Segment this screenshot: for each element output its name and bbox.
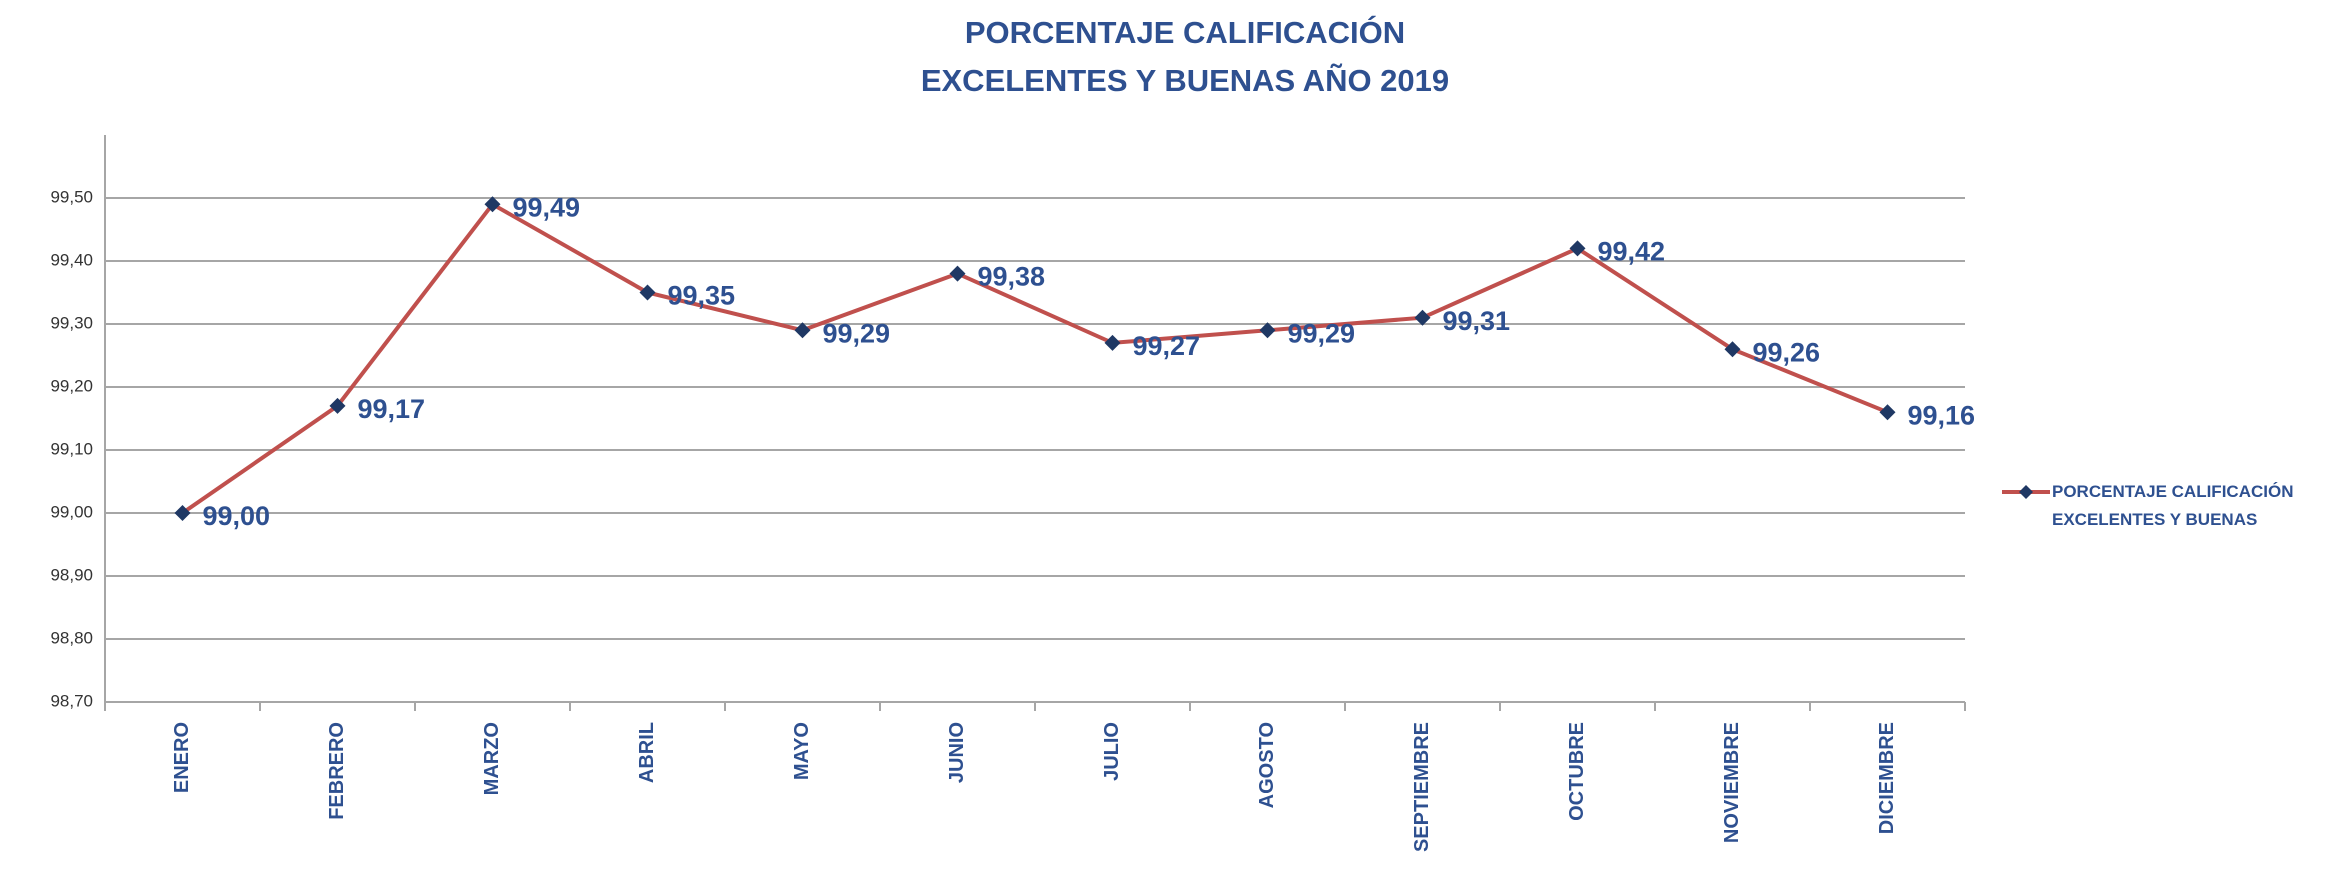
- x-tick-label: JUNIO: [946, 722, 968, 783]
- legend-symbol: [2002, 485, 2050, 499]
- data-label: 99,27: [1133, 331, 1201, 361]
- x-tick-label: MARZO: [481, 722, 503, 795]
- data-label: 99,17: [358, 394, 426, 424]
- data-label: 99,35: [668, 281, 736, 311]
- y-tick-label: 98,80: [50, 628, 93, 647]
- y-tick-label: 99,10: [50, 439, 93, 458]
- data-label: 99,00: [203, 501, 271, 531]
- x-tick-label: SEPTIEMBRE: [1411, 722, 1433, 852]
- point-marker: [329, 397, 346, 414]
- y-tick-label: 99,30: [50, 313, 93, 332]
- y-tick-label: 99,40: [50, 250, 93, 269]
- data-label: 99,26: [1753, 337, 1821, 367]
- y-tick-label: 98,70: [50, 691, 93, 710]
- point-marker: [794, 322, 811, 339]
- point-marker: [639, 284, 656, 301]
- y-tick-label: 98,90: [50, 565, 93, 584]
- chart-subtitle: EXCELENTES Y BUENAS AÑO 2019: [921, 63, 1449, 98]
- data-label: 99,49: [513, 192, 581, 222]
- y-tick-label: 99,50: [50, 187, 93, 206]
- x-tick-label: ENERO: [171, 722, 193, 793]
- series-line: [181, 201, 1889, 515]
- point-marker: [174, 505, 191, 521]
- x-tick-label: DICIEMBRE: [1876, 722, 1898, 834]
- x-tick-label: ABRIL: [636, 722, 658, 783]
- x-tick-label: FEBRERO: [326, 722, 348, 820]
- legend: PORCENTAJE CALIFICACIÓN EXCELENTES Y BUE…: [2000, 478, 2340, 534]
- x-tick-label: MAYO: [791, 722, 813, 780]
- y-tick-label: 99,00: [50, 502, 93, 521]
- chart-title: PORCENTAJE CALIFICACIÓN: [965, 14, 1405, 50]
- data-label: 99,31: [1443, 306, 1511, 336]
- point-marker: [1414, 309, 1431, 326]
- point-marker: [484, 196, 501, 213]
- x-tick-label: JULIO: [1101, 722, 1123, 781]
- point-marker: [1724, 341, 1741, 358]
- legend-label: PORCENTAJE CALIFICACIÓN EXCELENTES Y BUE…: [2052, 482, 2294, 529]
- legend-marker: [2019, 485, 2033, 499]
- data-label: 99,42: [1598, 237, 1666, 267]
- point-marker: [1569, 240, 1586, 257]
- x-tick-label: NOVIEMBRE: [1721, 722, 1743, 843]
- point-marker: [1879, 404, 1896, 421]
- y-tick-label: 99,20: [50, 376, 93, 395]
- data-label: 99,29: [1288, 318, 1356, 348]
- x-tick-label: AGOSTO: [1256, 722, 1278, 808]
- x-tick-label: OCTUBRE: [1566, 722, 1588, 821]
- data-label: 99,29: [823, 318, 891, 348]
- data-label: 99,38: [978, 262, 1046, 292]
- point-marker: [1259, 322, 1276, 339]
- data-label: 99,16: [1908, 400, 1976, 430]
- point-marker: [1104, 334, 1121, 351]
- point-marker: [949, 265, 966, 282]
